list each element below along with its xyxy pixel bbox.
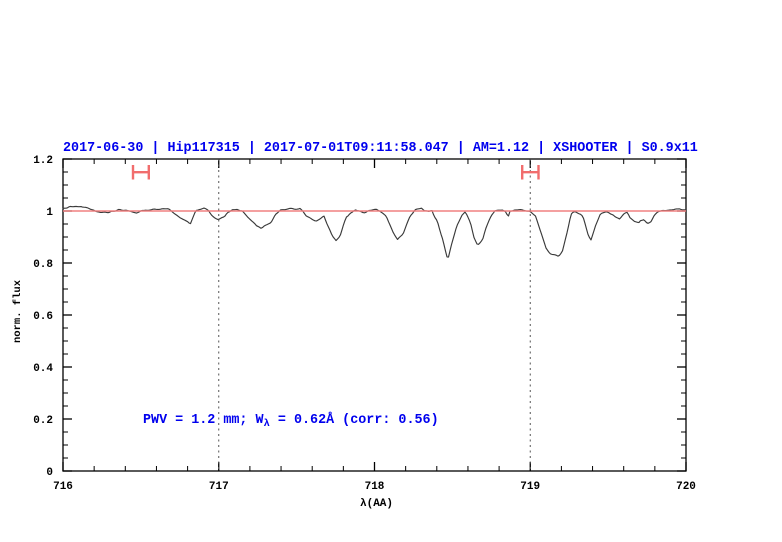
svg-text:718: 718 xyxy=(365,481,385,493)
svg-text:norm. flux: norm. flux xyxy=(12,279,24,343)
svg-text:720: 720 xyxy=(676,481,696,493)
svg-text:2017-06-30 | Hip117315 | 2017-: 2017-06-30 | Hip117315 | 2017-07-01T09:1… xyxy=(63,141,698,156)
svg-text:0.4: 0.4 xyxy=(33,363,53,375)
svg-text:716: 716 xyxy=(53,481,73,493)
svg-text:717: 717 xyxy=(209,481,229,493)
svg-text:0.6: 0.6 xyxy=(33,311,53,323)
svg-text:1.2: 1.2 xyxy=(33,155,53,167)
svg-text:0.2: 0.2 xyxy=(33,415,53,427)
svg-text:719: 719 xyxy=(520,481,540,493)
svg-text:0.8: 0.8 xyxy=(33,259,53,271)
svg-text:1: 1 xyxy=(46,207,53,219)
svg-text:PWV = 1.2 mm; Wλ = 0.62Å (corr: PWV = 1.2 mm; Wλ = 0.62Å (corr: 0.56) xyxy=(143,412,439,430)
svg-text:0: 0 xyxy=(46,467,53,479)
svg-text:λ(AA): λ(AA) xyxy=(360,498,393,510)
